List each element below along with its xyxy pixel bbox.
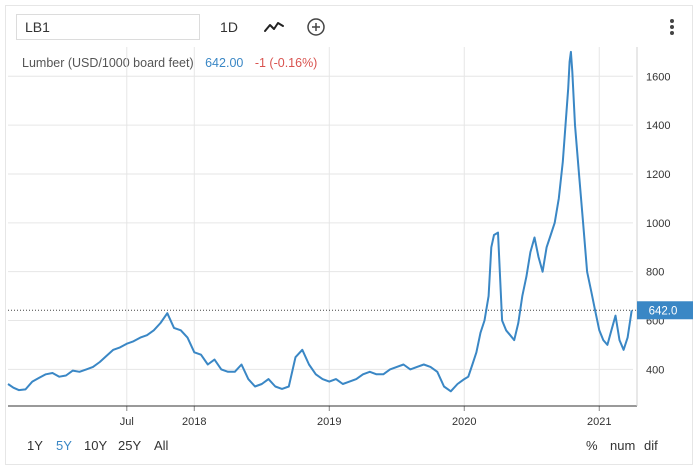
x-tick-label: 2018 xyxy=(182,416,206,428)
x-tick-label: 2020 xyxy=(452,416,476,428)
range-button-all[interactable]: All xyxy=(154,438,169,453)
chart-frame xyxy=(5,5,693,465)
vertical-ellipsis-icon[interactable] xyxy=(662,15,682,39)
scale-button-dif[interactable]: dif xyxy=(644,438,658,453)
y-tick-label: 400 xyxy=(646,364,664,376)
chart-legend: Lumber (USD/1000 board feet) 642.00 -1 (… xyxy=(22,56,317,70)
x-tick-label: Jul xyxy=(120,416,134,428)
scale-button-percent[interactable]: % xyxy=(586,438,598,453)
symbol-input[interactable]: LB1 xyxy=(16,14,200,40)
grid-lines xyxy=(8,47,633,406)
x-tick-label: 2019 xyxy=(317,416,341,428)
current-value-tag: 642.0 xyxy=(637,301,693,320)
current-value-tag-label: 642.0 xyxy=(649,305,678,317)
price-line xyxy=(7,50,633,393)
scale-button-num[interactable]: num xyxy=(610,438,636,453)
y-tick-label: 1600 xyxy=(646,71,670,83)
legend-last-price: 642.00 xyxy=(205,56,244,70)
range-selector: 1Y 5Y 10Y 25Y All% num dif xyxy=(0,434,700,458)
plus-circle-icon[interactable] xyxy=(304,15,328,39)
y-tick-label: 1200 xyxy=(646,169,670,181)
range-button-5y[interactable]: 5Y xyxy=(56,438,72,453)
price-series xyxy=(7,50,633,393)
legend-instrument-name: Lumber (USD/1000 board feet) xyxy=(22,56,194,70)
legend-price-change: -1 (-0.16%) xyxy=(254,56,318,70)
range-button-1y[interactable]: 1Y xyxy=(27,438,43,453)
line-chart-icon[interactable] xyxy=(262,15,286,39)
interval-button[interactable]: 1D xyxy=(220,19,238,35)
y-tick-label: 800 xyxy=(646,267,664,279)
price-chart[interactable]: Jul 2018 2019 2020 2021 40060080010001200140… xyxy=(0,0,700,434)
x-tick-label: 2021 xyxy=(587,416,611,428)
chart-toolbar: LB1 1D xyxy=(6,6,692,46)
y-tick-label: 1400 xyxy=(646,120,670,132)
range-button-25y[interactable]: 25Y xyxy=(118,438,142,453)
y-tick-label: 1000 xyxy=(646,218,670,230)
current-value-tag-box xyxy=(637,301,693,320)
x-axis: Jul 2018 2019 2020 2021 xyxy=(8,405,637,428)
range-button-10y[interactable]: 10Y xyxy=(84,438,108,453)
